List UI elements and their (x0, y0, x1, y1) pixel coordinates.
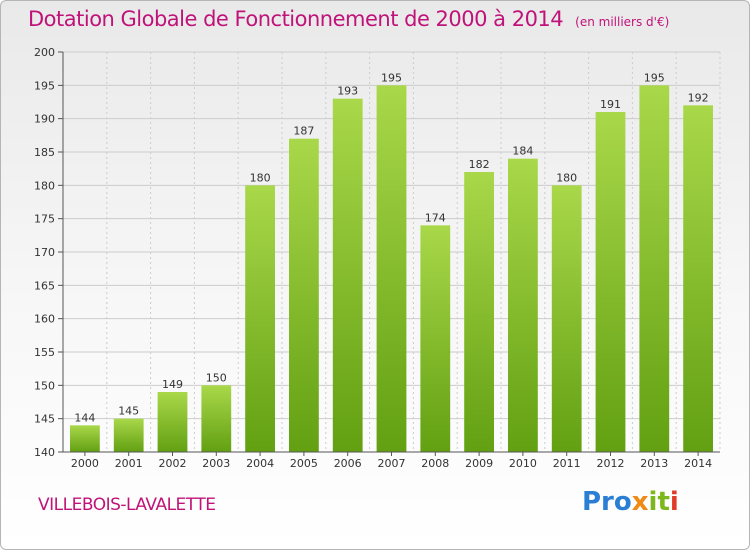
y-tick-label: 190 (34, 113, 55, 126)
data-label: 193 (337, 85, 358, 98)
bar (639, 85, 670, 452)
y-tick-label: 150 (34, 379, 55, 392)
axis-layer: 1401451501551601651701751801851901952002… (34, 46, 720, 470)
bar (157, 392, 188, 452)
x-tick-label: 2009 (465, 457, 493, 470)
data-label: 195 (644, 71, 665, 84)
data-label: 174 (425, 211, 446, 224)
x-tick-label: 2007 (378, 457, 406, 470)
y-tick-label: 175 (34, 213, 55, 226)
x-tick-label: 2000 (71, 457, 99, 470)
bar (464, 172, 494, 452)
data-label: 182 (469, 158, 490, 171)
data-label: 180 (250, 171, 271, 184)
x-tick-label: 2012 (597, 457, 625, 470)
y-tick-label: 185 (34, 146, 55, 159)
x-tick-label: 2004 (246, 457, 274, 470)
bar (595, 112, 626, 452)
bar (332, 98, 363, 453)
bar (420, 225, 451, 452)
data-label: 192 (688, 91, 709, 104)
y-tick-label: 155 (34, 346, 55, 359)
bar (289, 138, 319, 452)
x-tick-label: 2011 (553, 457, 581, 470)
x-tick-label: 2008 (421, 457, 449, 470)
bar (245, 185, 275, 453)
x-tick-label: 2003 (202, 457, 230, 470)
data-label: 144 (74, 411, 95, 424)
x-tick-label: 2010 (509, 457, 537, 470)
bar (113, 418, 144, 452)
x-tick-label: 2014 (684, 457, 712, 470)
y-tick-label: 200 (34, 46, 55, 59)
data-label: 149 (162, 378, 183, 391)
data-label: 145 (118, 405, 139, 418)
bar (376, 85, 407, 452)
x-tick-label: 2001 (115, 457, 143, 470)
proxiti-logo[interactable]: Proxiti (582, 487, 679, 517)
chart-title: Dotation Globale de Fonctionnement de 20… (28, 7, 670, 31)
x-tick-label: 2002 (159, 457, 187, 470)
x-tick-label: 2013 (640, 457, 668, 470)
data-label: 195 (381, 71, 402, 84)
bar (683, 105, 713, 452)
commune-name: VILLEBOIS-LAVALETTE (38, 495, 216, 515)
data-label: 150 (206, 371, 227, 384)
y-tick-label: 160 (34, 313, 55, 326)
data-label: 180 (556, 171, 577, 184)
data-label: 191 (600, 98, 621, 111)
chart-subtitle: (en milliers d'€) (575, 15, 670, 29)
y-tick-label: 140 (34, 446, 55, 459)
x-tick-label: 2005 (290, 457, 318, 470)
bar (70, 425, 100, 452)
data-label: 187 (293, 125, 314, 138)
y-tick-label: 195 (34, 79, 55, 92)
y-tick-label: 180 (34, 179, 55, 192)
bar (508, 158, 538, 452)
x-tick-label: 2006 (334, 457, 362, 470)
y-tick-label: 165 (34, 279, 55, 292)
y-tick-label: 145 (34, 413, 55, 426)
bar (551, 185, 582, 453)
bar (201, 385, 232, 452)
bars-layer: 144 145 149 150 180 187 193 195 174 182 184 180 191 1… (70, 71, 713, 453)
data-label: 184 (512, 145, 533, 158)
y-tick-label: 170 (34, 246, 55, 259)
